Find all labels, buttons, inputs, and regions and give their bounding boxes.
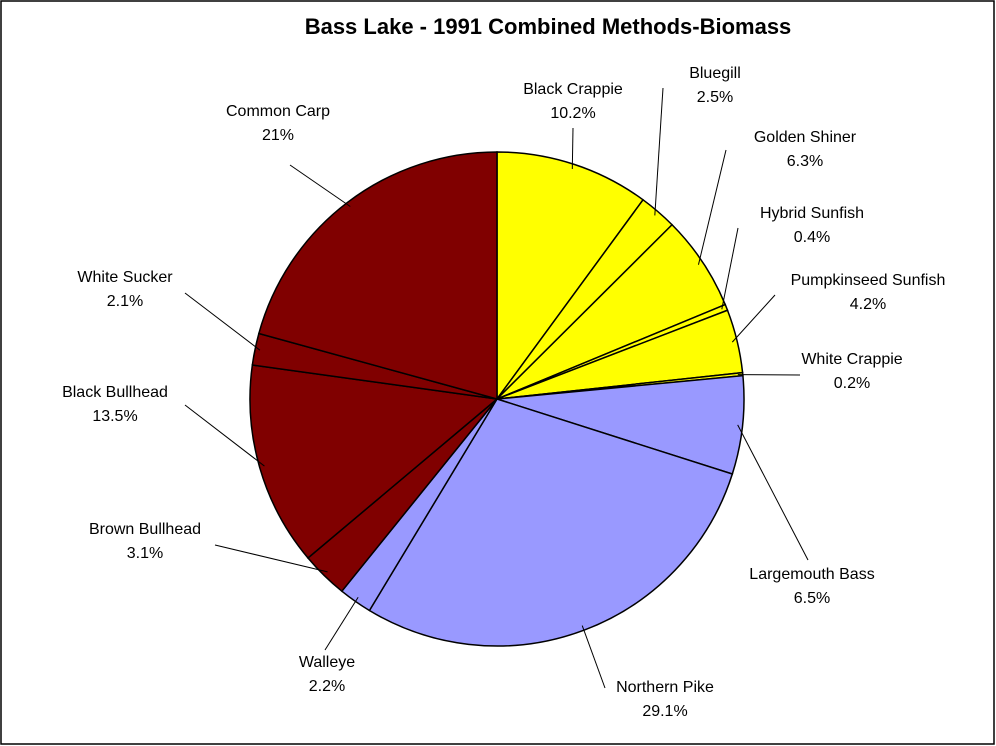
leader-line (737, 424, 809, 561)
leader-line (184, 292, 261, 351)
chart-title: Bass Lake - 1991 Combined Methods-Biomas… (305, 14, 792, 39)
leader-line (654, 87, 664, 216)
leader-line (731, 294, 776, 343)
slice-label: Northern Pike (616, 679, 714, 696)
leader-line (324, 597, 359, 651)
slice-value-label: 21% (262, 127, 294, 144)
slice-value-label: 2.1% (107, 293, 143, 310)
leader-line (184, 404, 265, 467)
slice-label: Pumpkinseed Sunfish (791, 272, 946, 289)
slice-value-label: 13.5% (92, 408, 137, 425)
slice-value-label: 3.1% (127, 545, 163, 562)
leader-line (697, 149, 727, 265)
slice-label: Hybrid Sunfish (760, 205, 864, 222)
slice-value-label: 0.4% (794, 229, 830, 246)
slice-value-label: 10.2% (550, 105, 595, 122)
slice-label: Largemouth Bass (749, 566, 874, 583)
slice-label: White Crappie (801, 351, 902, 368)
pie-slice (249, 364, 499, 560)
slice-value-label: 6.5% (794, 590, 830, 607)
slice-label: Bluegill (689, 65, 741, 82)
leader-line (581, 625, 606, 689)
slice-value-label: 6.3% (787, 153, 823, 170)
slice-label: White Sucker (77, 269, 173, 286)
leader-line (214, 544, 328, 573)
pie-slice (496, 151, 645, 402)
leader-line (721, 227, 739, 310)
slice-label: Walleye (299, 654, 355, 671)
leader-line (289, 164, 351, 207)
slice-label: Black Bullhead (62, 384, 168, 401)
slice-label: Black Crappie (523, 81, 623, 98)
slice-value-label: 0.2% (834, 375, 870, 392)
leader-line (571, 127, 574, 169)
slice-value-label: 4.2% (850, 296, 886, 313)
pie-slice (257, 151, 498, 400)
slice-value-label: 2.5% (697, 89, 733, 106)
slice-value-label: 2.2% (309, 678, 345, 695)
slice-label: Common Carp (226, 103, 330, 120)
slice-label: Brown Bullhead (89, 521, 201, 538)
slice-value-label: 29.1% (642, 703, 687, 720)
slice-label: Golden Shiner (754, 129, 857, 146)
